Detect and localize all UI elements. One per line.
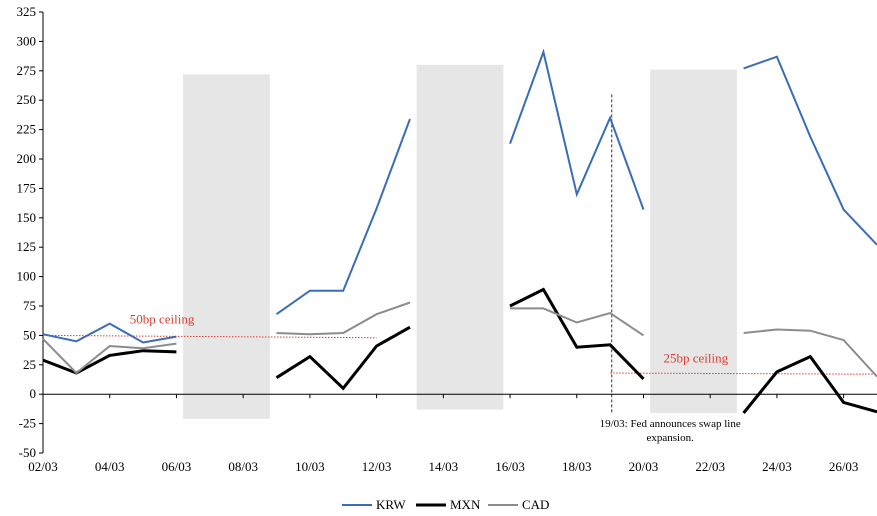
x-tick-label: 14/03 (429, 459, 459, 474)
shaded-bands (183, 64, 737, 419)
y-tick-label: 250 (17, 92, 37, 107)
series-line-cad-1 (42, 338, 177, 375)
y-tick-label: 125 (17, 239, 37, 254)
series-line-mxn-1 (42, 349, 177, 375)
series-line-krw-4 (743, 55, 877, 246)
reference-lines: 50bp ceiling 25bp ceiling (42, 312, 877, 375)
legend-label-krw: KRW (376, 497, 406, 512)
x-tick-label: 20/03 (629, 459, 659, 474)
fed-announcement-marker: 19/03: Fed announces swap line expansion. (600, 94, 741, 444)
fed-announcement-note: expansion. (646, 432, 694, 444)
legend: KRW MXN CAD (342, 497, 549, 512)
y-tick-label: 75 (23, 298, 36, 313)
y-tick-label: 300 (17, 33, 37, 48)
shaded-band-1 (183, 74, 270, 419)
series-line-mxn-3 (509, 287, 645, 380)
y-tick-label: 150 (17, 210, 37, 225)
x-tick-label: 12/03 (362, 459, 392, 474)
y-tick-label: 275 (17, 63, 37, 78)
series-line-cad-3 (510, 307, 645, 337)
y-tick-label: 25 (23, 357, 36, 372)
x-tick-label: 02/03 (28, 459, 58, 474)
y-tick-label: -50 (19, 445, 36, 460)
y-tick-label: 175 (17, 180, 37, 195)
legend-label-cad: CAD (522, 497, 549, 512)
axes: -50 -25 0 25 50 75 100 125 150 175 200 225 250 275 300… (17, 4, 877, 474)
series-line-mxn-4 (742, 354, 877, 414)
ceiling-line-2 (610, 372, 877, 375)
x-tick-label: 16/03 (495, 459, 525, 474)
y-tick-label: 225 (17, 122, 37, 137)
x-tick-label: 22/03 (695, 459, 725, 474)
ceiling-label-1: 50bp ceiling (130, 312, 195, 327)
series-line-krw-1 (42, 322, 177, 344)
ceiling-label-2: 25bp ceiling (663, 350, 728, 365)
x-tick-label: 26/03 (829, 459, 859, 474)
shaded-band-2 (416, 64, 504, 410)
x-tick-label: 18/03 (562, 459, 592, 474)
series-line-mxn-2 (275, 325, 411, 391)
series-line-krw-2 (275, 118, 411, 316)
series-lines (42, 48, 877, 414)
fed-announcement-note: 19/03: Fed announces swap line (600, 418, 741, 430)
x-tick-label: 08/03 (228, 459, 258, 474)
series-line-cad-2 (276, 301, 411, 336)
legend-label-mxn: MXN (450, 497, 481, 512)
series-line-cad-4 (743, 328, 877, 378)
series-line-krw-3 (509, 48, 645, 210)
y-tick-label: 0 (30, 386, 37, 401)
y-tick-label: -25 (19, 416, 36, 431)
y-tick-label: 100 (17, 269, 37, 284)
x-tick-label: 06/03 (162, 459, 192, 474)
x-tick-label: 10/03 (295, 459, 325, 474)
y-tick-label: 200 (17, 151, 37, 166)
x-tick-label: 04/03 (95, 459, 125, 474)
shaded-band-3 (650, 69, 737, 414)
y-tick-label: 50 (23, 327, 36, 342)
x-tick-label: 24/03 (762, 459, 792, 474)
y-tick-label: 325 (17, 4, 37, 19)
